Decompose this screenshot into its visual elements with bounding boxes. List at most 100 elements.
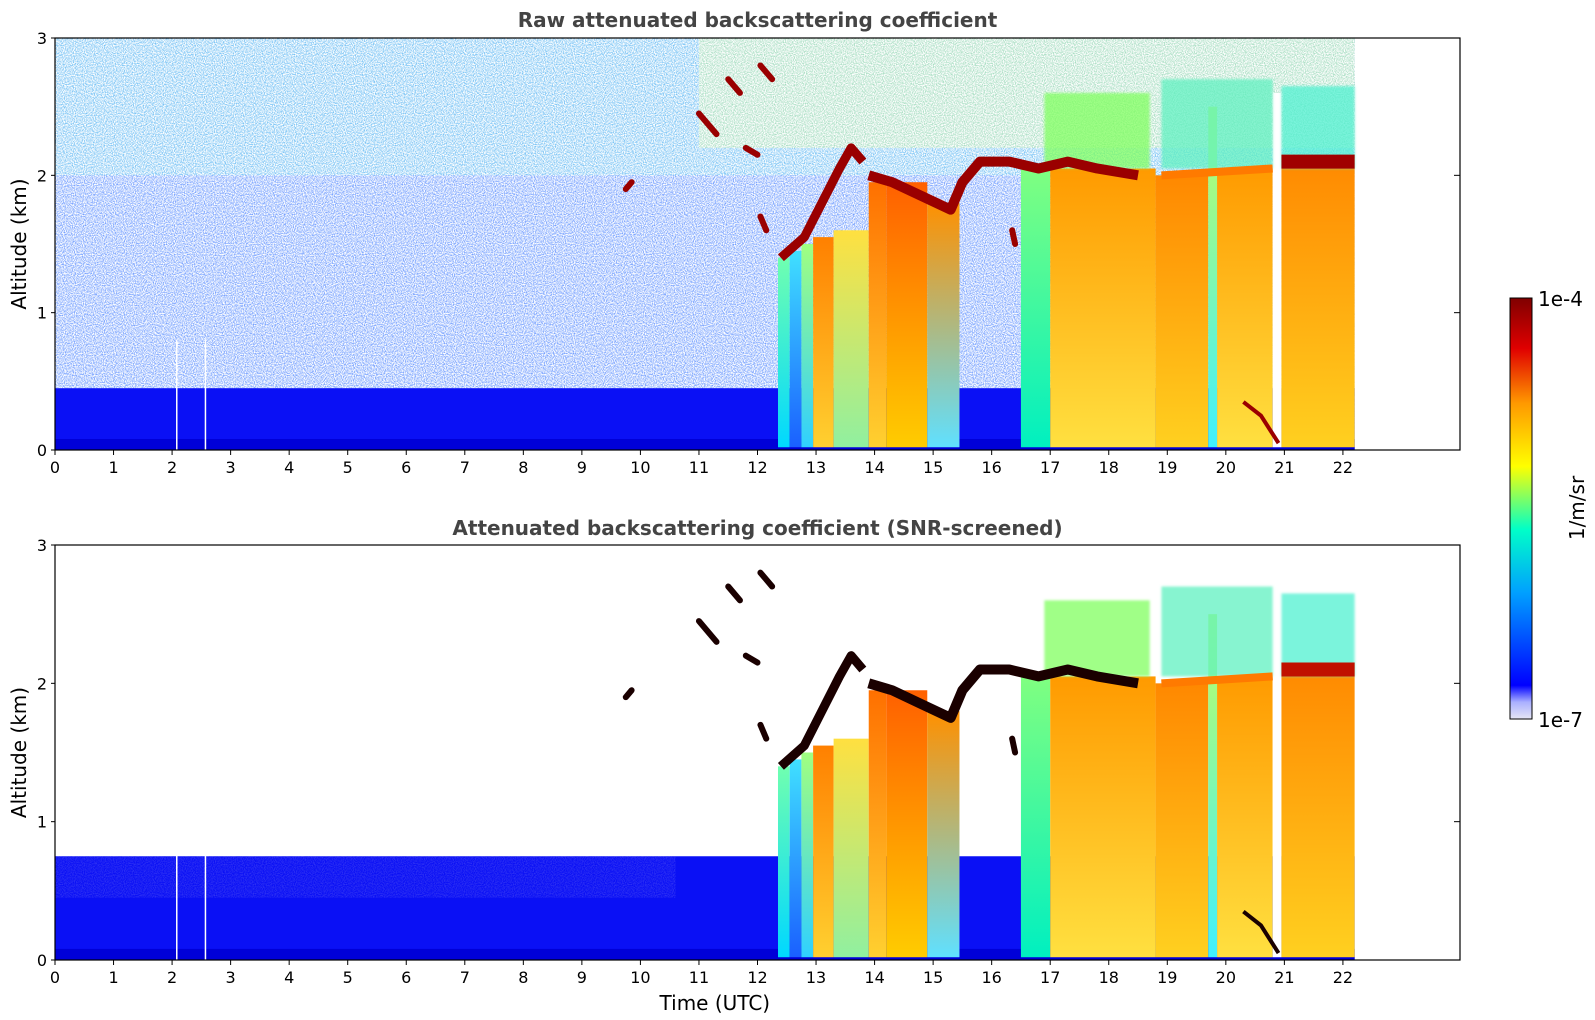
cloud-column: [1208, 614, 1218, 958]
y-tick-label: 1: [37, 813, 47, 832]
cloud-tops: [1044, 79, 1355, 169]
x-tick-label: 20: [1216, 968, 1236, 987]
y-tick-label: 3: [37, 29, 47, 48]
cloud-columns: [777, 600, 1355, 958]
x-tick-label: 19: [1157, 968, 1177, 987]
x-tick-label: 14: [864, 968, 884, 987]
cloud-column: [813, 237, 834, 448]
bottom-panel-x-ticks: 0 1 2 3 4 5 6 7 8 9 10 11 12 13 14 15 16 17 18 19 20 21 22: [50, 960, 1353, 987]
x-tick-label: 14: [864, 458, 884, 477]
y-tick-label: 1: [37, 304, 47, 323]
x-tick-label: 16: [981, 458, 1001, 477]
cloud-column: [927, 202, 960, 448]
cloud-column: [886, 690, 928, 958]
x-tick-label: 16: [981, 968, 1001, 987]
x-tick-label: 1: [108, 458, 118, 477]
x-tick-label: 7: [460, 968, 470, 987]
cloud-column: [789, 759, 802, 958]
x-tick-label: 18: [1099, 458, 1119, 477]
cloud-base-layers: [622, 569, 1355, 955]
cloud-columns: [777, 92, 1355, 448]
cloud-column: [833, 738, 869, 958]
cloud-column: [833, 230, 869, 448]
x-tick-label: 22: [1333, 968, 1353, 987]
colorbar-min-label: 1e-7: [1538, 708, 1583, 732]
x-tick-label: 4: [284, 968, 294, 987]
x-tick-label: 11: [689, 458, 709, 477]
x-tick-label: 12: [747, 968, 767, 987]
x-tick-label: 0: [50, 458, 60, 477]
bottom-panel-title: Attenuated backscattering coefficient (S…: [452, 516, 1062, 540]
x-tick-label: 3: [226, 458, 236, 477]
y-tick-label: 0: [37, 951, 47, 970]
x-tick-label: 0: [50, 968, 60, 987]
cloud-column: [1155, 175, 1209, 448]
x-tick-label: 2: [167, 968, 177, 987]
x-tick-label: 5: [343, 968, 353, 987]
y-tick-label: 0: [37, 441, 47, 460]
cloud-column: [1208, 106, 1218, 448]
cloud-column: [777, 766, 790, 958]
x-tick-label: 18: [1099, 968, 1119, 987]
x-tick-label: 17: [1040, 968, 1060, 987]
bottom-panel-heatmap: [55, 569, 1355, 960]
cloud-column: [1281, 662, 1355, 958]
cloud-column: [1281, 154, 1355, 448]
cloud-column: [1272, 92, 1282, 448]
x-tick-label: 3: [226, 968, 236, 987]
bottom-panel-y-label: Altitude (km): [7, 687, 31, 818]
y-tick-label: 2: [37, 674, 47, 693]
bottom-panel: Attenuated backscattering coefficient (S…: [7, 516, 1461, 1015]
x-tick-label: 19: [1157, 458, 1177, 477]
x-tick-label: 8: [518, 968, 528, 987]
top-panel-x-ticks: 0 1 2 3 4 5 6 7 8 9 10 11 12 13 14 15 16 17 18 19 20 21 22: [50, 450, 1353, 477]
cloud-column: [868, 690, 887, 958]
colorbar-gradient: [1509, 297, 1533, 720]
x-tick-label: 10: [630, 458, 650, 477]
x-tick-label: 22: [1333, 458, 1353, 477]
cloud-column: [1020, 676, 1051, 958]
cloud-column: [1050, 168, 1156, 448]
x-tick-label: 13: [806, 968, 826, 987]
top-panel-title: Raw attenuated backscattering coefficien…: [518, 8, 998, 32]
x-tick-label: 9: [577, 968, 587, 987]
x-tick-label: 20: [1216, 458, 1236, 477]
cloud-column: [1050, 676, 1156, 958]
top-panel-heatmap: [55, 38, 1355, 450]
x-tick-label: 12: [747, 458, 767, 477]
x-tick-label: 4: [284, 458, 294, 477]
cloud-column: [801, 244, 814, 448]
cloud-column: [1020, 168, 1051, 448]
top-panel-y-ticks: 0 1 2 3: [37, 29, 1460, 460]
bottom-panel-y-ticks: 0 1 2 3: [37, 536, 1460, 970]
x-tick-label: 5: [343, 458, 353, 477]
x-tick-label: 10: [630, 968, 650, 987]
x-tick-label: 7: [460, 458, 470, 477]
x-tick-label: 15: [923, 458, 943, 477]
cloud-column: [813, 745, 834, 958]
top-panel-y-label: Altitude (km): [7, 178, 31, 309]
x-tick-label: 1: [108, 968, 118, 987]
x-tick-label: 13: [806, 458, 826, 477]
cloud-column: [886, 182, 928, 448]
top-panel: Raw attenuated backscattering coefficien…: [7, 8, 1461, 477]
cloud-column: [1272, 600, 1282, 958]
x-tick-label: 11: [689, 968, 709, 987]
cloud-column: [927, 711, 960, 958]
x-tick-label: 17: [1040, 458, 1060, 477]
colorbar-unit-label: 1/m/sr: [1565, 475, 1589, 540]
x-tick-label: 2: [167, 458, 177, 477]
cloud-column: [801, 752, 814, 958]
cloud-column: [789, 250, 802, 448]
x-tick-label: 21: [1274, 458, 1294, 477]
y-tick-label: 3: [37, 536, 47, 555]
x-tick-label: 6: [401, 458, 411, 477]
cloud-column: [868, 182, 887, 448]
x-tick-label: 9: [577, 458, 587, 477]
bottom-panel-x-label: Time (UTC): [659, 991, 771, 1015]
cloud-column: [777, 257, 790, 448]
cloud-column: [1155, 683, 1209, 958]
x-tick-label: 15: [923, 968, 943, 987]
x-tick-label: 21: [1274, 968, 1294, 987]
